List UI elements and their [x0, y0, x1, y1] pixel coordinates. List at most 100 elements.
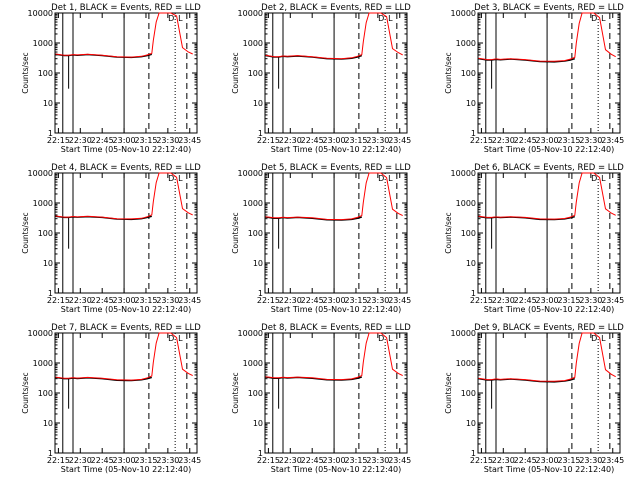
- y-tick-label: 1000: [456, 39, 476, 48]
- y-tick-label: 100: [38, 229, 53, 238]
- x-tick-label: 23:30: [579, 136, 602, 145]
- x-tick-label: 22:30: [69, 296, 92, 305]
- x-tick-label: 23:15: [134, 136, 157, 145]
- x-tick-label: 23:00: [113, 456, 136, 465]
- x-tick-label: 22:15: [47, 296, 70, 305]
- x-tick-label: 23:00: [113, 136, 136, 145]
- x-tick-label: 23:15: [344, 136, 367, 145]
- marker-label-d: D: [378, 174, 384, 183]
- y-tick-label: 1000: [456, 199, 476, 208]
- chart-panel-1: Det 1, BLACK = Events, RED = LLD 1 10 100 10…: [21, 3, 201, 154]
- x-tick-label: 23:15: [344, 456, 367, 465]
- x-axis-title: Start Time (05-Nov-10 22:12:40): [484, 465, 614, 474]
- x-tick-label: 23:15: [134, 456, 157, 465]
- x-tick-label: 23:30: [366, 136, 389, 145]
- chart-panel-9: Det 9, BLACK = Events, RED = LLD 1 10 100 10…: [444, 323, 624, 474]
- x-axis-title: Start Time (05-Nov-10 22:12:40): [61, 145, 191, 154]
- plot-frame: [54, 332, 198, 454]
- y-tick-label: 10000: [451, 9, 476, 18]
- y-tick-label: 10000: [238, 329, 263, 338]
- y-tick-label: 100: [461, 389, 476, 398]
- x-tick-label: 23:00: [113, 296, 136, 305]
- panel-title: Det 8, BLACK = Events, RED = LLD: [261, 323, 411, 333]
- marker-label-l: L: [388, 14, 393, 23]
- x-axis-title: Start Time (05-Nov-10 22:12:40): [271, 305, 401, 314]
- y-tick-label: 100: [38, 389, 53, 398]
- marker-label-d: D: [168, 174, 174, 183]
- x-tick-label: 22:45: [514, 136, 537, 145]
- panel-title: Det 4, BLACK = Events, RED = LLD: [51, 163, 201, 173]
- panel-title: Det 6, BLACK = Events, RED = LLD: [474, 163, 624, 173]
- y-tick-label: 1: [258, 449, 263, 458]
- x-tick-label: 23:45: [178, 136, 201, 145]
- series-line-lld: [265, 172, 403, 221]
- x-tick-label: 23:15: [557, 136, 580, 145]
- panel-title: Det 5, BLACK = Events, RED = LLD: [261, 163, 411, 173]
- marker-label-d: D: [168, 334, 174, 343]
- x-tick-label: 23:45: [388, 296, 411, 305]
- x-axis-title: Start Time (05-Nov-10 22:12:40): [61, 465, 191, 474]
- y-tick-label: 1: [258, 289, 263, 298]
- y-tick-label: 10: [253, 419, 263, 428]
- x-tick-label: 23:00: [323, 456, 346, 465]
- y-tick-label: 100: [248, 69, 263, 78]
- chart-panel-8: Det 8, BLACK = Events, RED = LLD 1 10 100 10…: [231, 323, 411, 474]
- x-axis-title: Start Time (05-Nov-10 22:12:40): [484, 305, 614, 314]
- series-line-lld: [55, 332, 193, 381]
- y-tick-label: 1000: [243, 39, 263, 48]
- x-axis-title: Start Time (05-Nov-10 22:12:40): [271, 465, 401, 474]
- marker-label-d: D: [378, 334, 384, 343]
- series-line-lld: [55, 172, 193, 220]
- marker-label-d: D: [591, 334, 597, 343]
- y-axis-title: Counts/sec: [444, 372, 453, 413]
- x-tick-label: 23:15: [557, 456, 580, 465]
- x-tick-label: 22:45: [301, 456, 324, 465]
- marker-label-l: L: [601, 14, 606, 23]
- x-tick-label: 23:00: [536, 296, 559, 305]
- marker-label-l: L: [178, 334, 183, 343]
- y-tick-label: 1: [48, 449, 53, 458]
- panel-title: Det 3, BLACK = Events, RED = LLD: [474, 3, 624, 13]
- y-tick-label: 1: [471, 449, 476, 458]
- y-tick-label: 1000: [33, 39, 53, 48]
- chart-panel-4: Det 4, BLACK = Events, RED = LLD 1 10 100 10…: [21, 163, 201, 314]
- x-tick-label: 23:30: [579, 296, 602, 305]
- y-axis-title: Counts/sec: [444, 52, 453, 93]
- y-tick-label: 10: [43, 419, 53, 428]
- y-tick-label: 10000: [238, 9, 263, 18]
- plot-frame: [477, 12, 621, 134]
- x-tick-label: 23:00: [536, 136, 559, 145]
- x-tick-label: 23:15: [134, 296, 157, 305]
- x-axis-title: Start Time (05-Nov-10 22:12:40): [271, 145, 401, 154]
- x-tick-label: 23:45: [601, 296, 624, 305]
- y-tick-label: 1: [471, 289, 476, 298]
- x-tick-label: 22:30: [492, 296, 515, 305]
- marker-label-d: D: [378, 14, 384, 23]
- x-tick-label: 23:30: [156, 456, 179, 465]
- y-tick-label: 1: [471, 129, 476, 138]
- plot-frame: [477, 172, 621, 294]
- y-axis-title: Counts/sec: [444, 212, 453, 253]
- plot-frame: [477, 332, 621, 454]
- x-tick-label: 22:15: [257, 456, 280, 465]
- x-tick-label: 23:45: [178, 296, 201, 305]
- x-tick-label: 23:15: [557, 296, 580, 305]
- plot-frame: [264, 172, 408, 294]
- chart-panel-3: Det 3, BLACK = Events, RED = LLD 1 10 100 10…: [444, 3, 624, 154]
- panel-title: Det 7, BLACK = Events, RED = LLD: [51, 323, 201, 333]
- marker-label-l: L: [178, 14, 183, 23]
- y-tick-label: 10: [466, 259, 476, 268]
- marker-label-d: D: [591, 14, 597, 23]
- x-tick-label: 22:45: [91, 296, 114, 305]
- x-tick-label: 23:30: [156, 136, 179, 145]
- y-tick-label: 1000: [243, 359, 263, 368]
- y-tick-label: 1: [258, 129, 263, 138]
- x-tick-label: 23:45: [601, 456, 624, 465]
- x-tick-label: 22:15: [257, 296, 280, 305]
- y-tick-label: 10: [253, 99, 263, 108]
- panel-title: Det 9, BLACK = Events, RED = LLD: [474, 323, 624, 333]
- series-line-lld: [478, 172, 616, 220]
- plot-frame: [264, 12, 408, 134]
- panel-title: Det 1, BLACK = Events, RED = LLD: [51, 3, 201, 13]
- x-tick-label: 22:30: [492, 136, 515, 145]
